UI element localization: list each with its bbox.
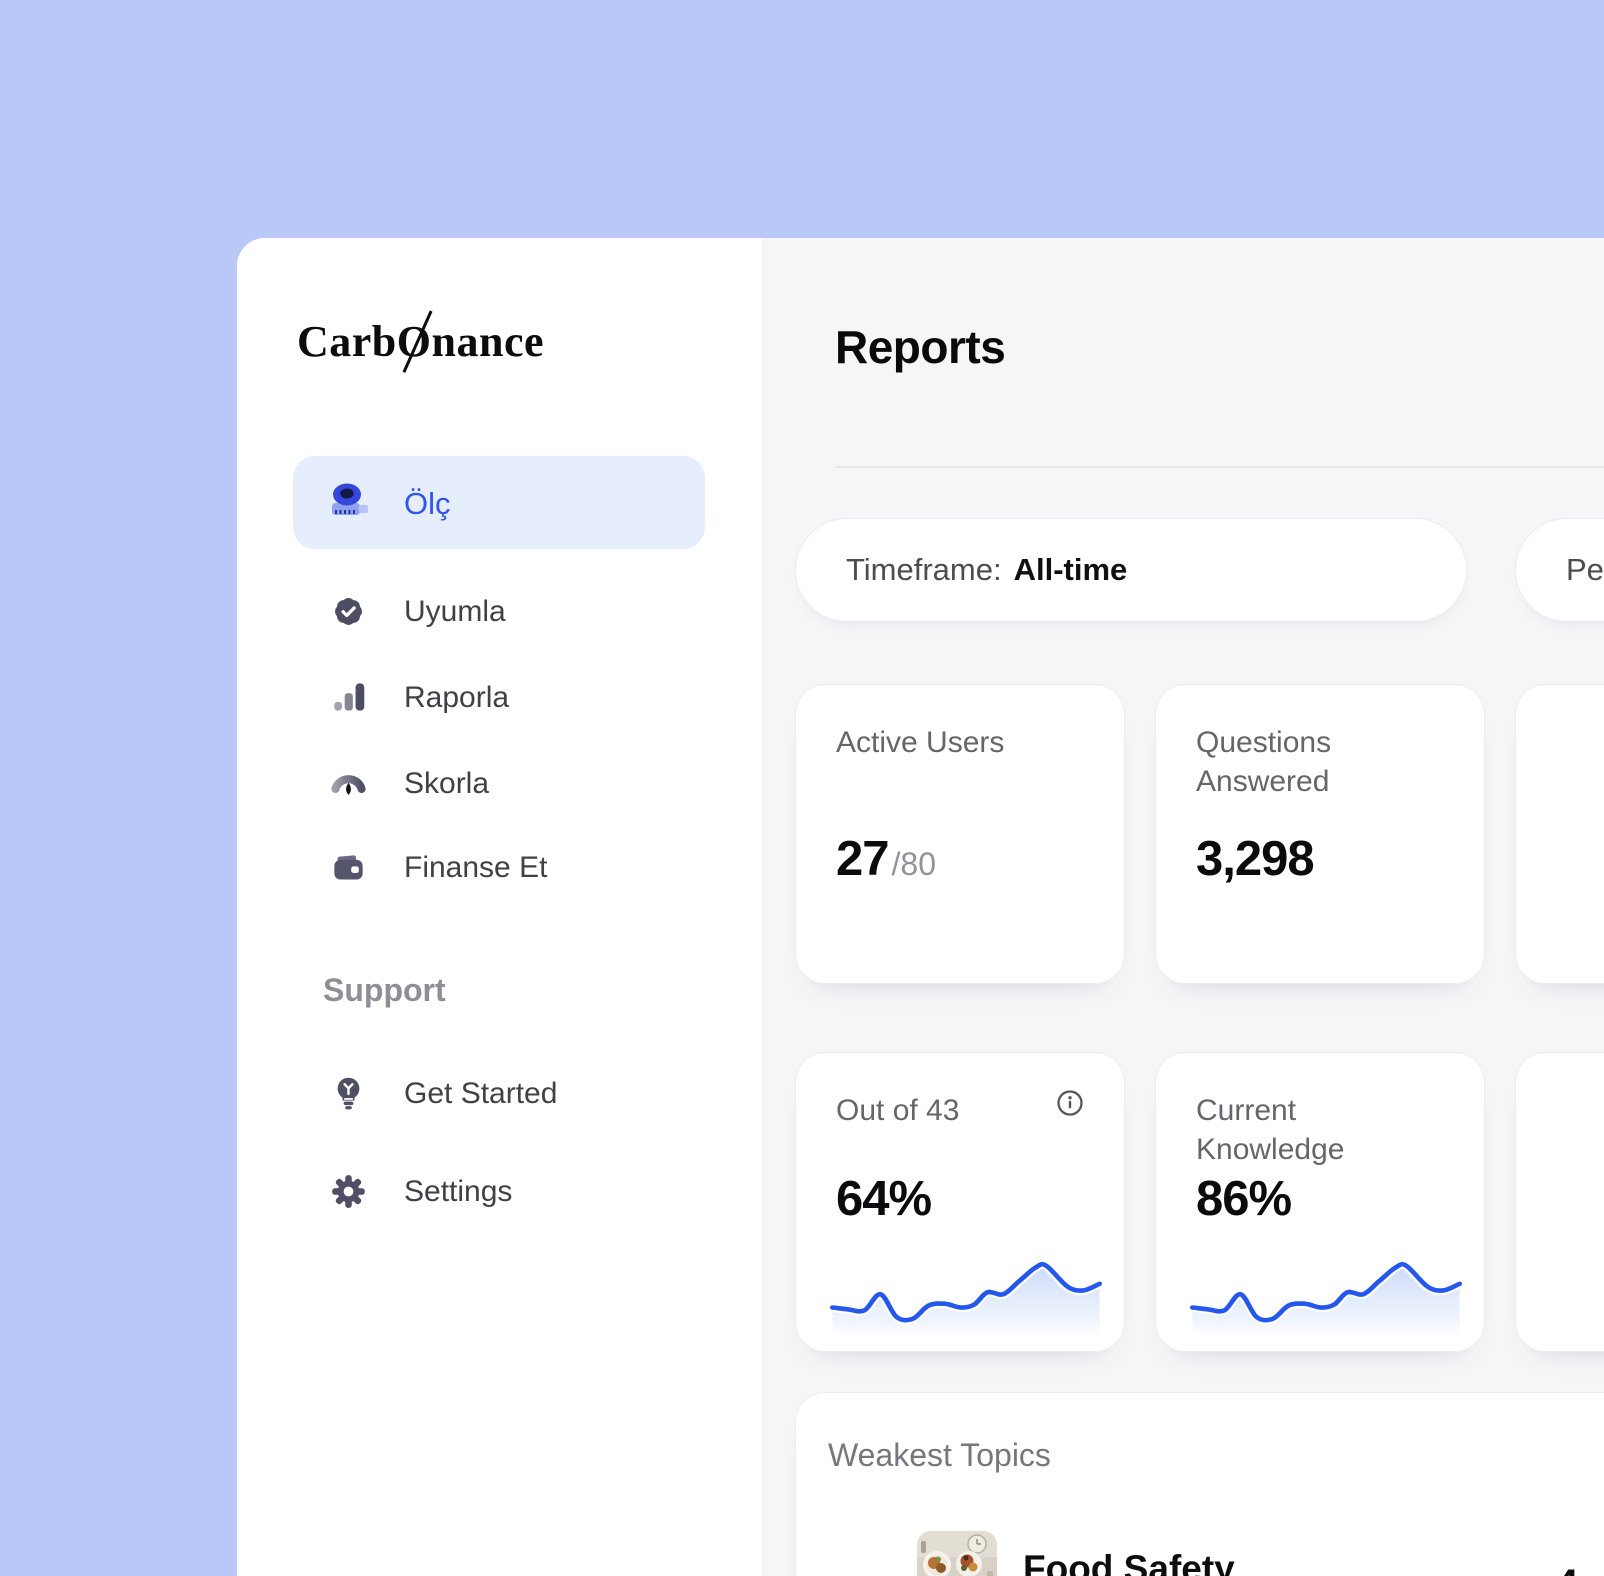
- card-value: 86%: [1196, 1172, 1292, 1226]
- sidebar-item-olc-active[interactable]: Ölç: [293, 456, 705, 549]
- timeframe-filter-pill[interactable]: Timeframe: All-time: [795, 518, 1467, 622]
- sidebar-item-label: Skorla: [404, 767, 490, 800]
- sidebar-item-settings[interactable]: Settings: [293, 1161, 705, 1221]
- logo-suffix: nance: [431, 317, 545, 366]
- card-title: Out of 43: [836, 1094, 960, 1127]
- timeframe-filter-value: All-time: [1013, 552, 1128, 587]
- stat-card-clipped: [1515, 1052, 1604, 1352]
- card-title: Questions Answered: [1196, 726, 1332, 798]
- card-value: 27/80: [836, 832, 936, 886]
- app-window: CarbOnance Ölç: [237, 238, 1604, 1576]
- topic-name: Food Safety: [1023, 1548, 1235, 1576]
- card-value-total: /80: [891, 846, 936, 882]
- card-value: 3,298: [1196, 832, 1315, 886]
- header-divider: [835, 466, 1604, 468]
- sidebar-item-label: Ölç: [404, 486, 451, 521]
- weakest-topics-card: Weakest Topics: [795, 1392, 1604, 1576]
- gauge-icon: [330, 765, 367, 807]
- sidebar-item-get-started[interactable]: Get Started: [293, 1063, 705, 1123]
- sidebar-item-skorla[interactable]: Skorla: [293, 753, 705, 813]
- tape-measure-icon: [329, 480, 375, 527]
- card-value: 64%: [836, 1172, 932, 1226]
- current-knowledge-card: Current Knowledge 86%: [1155, 1052, 1485, 1352]
- page-title: Reports: [835, 321, 1006, 373]
- sidebar-item-label: Get Started: [404, 1077, 558, 1110]
- sidebar-item-uyumla[interactable]: Uyumla: [293, 581, 705, 641]
- main-content: Reports Timeframe: All-time Pe Active Us…: [762, 238, 1604, 1576]
- period-filter-pill-clipped[interactable]: Pe: [1515, 518, 1604, 622]
- period-filter-label: Pe: [1566, 552, 1604, 587]
- card-title: Active Users: [836, 726, 1005, 759]
- list-item-food-safety[interactable]: Food Safety 4: [796, 1521, 1604, 1576]
- questions-answered-card: Questions Answered 3,298: [1155, 684, 1485, 984]
- lightbulb-icon: [330, 1075, 367, 1117]
- sidebar: CarbOnance Ölç: [237, 238, 762, 1576]
- trend-sparkline-chart: [1187, 1259, 1465, 1341]
- logo-o-needle: O: [396, 317, 432, 366]
- card-title: Current Knowledge: [1196, 1094, 1345, 1166]
- badge-check-icon: [330, 593, 367, 635]
- active-users-card: Active Users 27/80: [795, 684, 1125, 984]
- info-icon[interactable]: [1056, 1089, 1084, 1122]
- stat-card-clipped: [1515, 684, 1604, 984]
- out-of-43-card: Out of 43 64%: [795, 1052, 1125, 1352]
- logo-prefix: Carb: [297, 317, 397, 366]
- weakest-topics-title: Weakest Topics: [828, 1437, 1051, 1473]
- sidebar-item-label: Settings: [404, 1175, 513, 1208]
- support-section-heading: Support: [323, 972, 446, 1008]
- sidebar-item-label: Uyumla: [404, 595, 506, 628]
- sidebar-item-raporla[interactable]: Raporla: [293, 667, 705, 727]
- sidebar-item-label: Finanse Et: [404, 851, 548, 884]
- brand-logo: CarbOnance: [297, 316, 544, 367]
- topic-score-clipped: 4: [1556, 1562, 1578, 1576]
- food-photo-thumbnail: [917, 1531, 997, 1576]
- timeframe-filter-label: Timeframe:: [846, 552, 1002, 587]
- trend-sparkline-chart: [827, 1259, 1105, 1341]
- sidebar-item-finanse-et[interactable]: Finanse Et: [293, 837, 705, 897]
- sidebar-item-label: Raporla: [404, 681, 510, 714]
- wallet-icon: [330, 849, 367, 891]
- bar-chart-icon: [330, 679, 367, 721]
- gear-icon: [330, 1173, 367, 1215]
